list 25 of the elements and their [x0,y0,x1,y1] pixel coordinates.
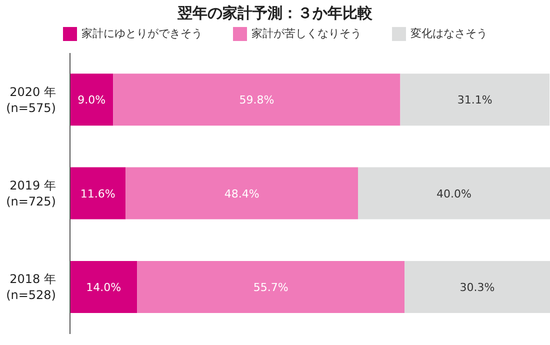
data-label: 9.0% [78,94,106,107]
bar [400,74,550,126]
chart-title: 翌年の家計予測：３か年比較 [176,4,374,24]
bar [358,167,550,220]
data-label: 40.0% [436,187,472,200]
bar [126,167,358,220]
y-tick-label: 2019 年 (n=725) [6,178,56,208]
data-label: 59.8% [239,94,274,107]
bar [70,74,114,126]
y-tick-label: 2020 年 (n=575) [6,84,56,115]
bar [113,74,400,126]
legend-label: 家計が苦しくなりそう [250,26,362,41]
data-label: 55.7% [253,280,288,294]
legend-label: 家計にゆとりができそう [80,26,202,41]
bar [70,167,126,220]
data-label: 31.1% [457,94,492,107]
data-label: 11.6% [80,187,116,200]
legend-label: 変化はなさそう [410,26,488,41]
bar [404,260,550,313]
bar [70,260,138,313]
y-tick-label: 2018 年 (n=528) [6,272,56,302]
data-label: 30.3% [460,280,495,294]
data-label: 48.4% [224,187,260,200]
data-label: 14.0% [86,280,122,294]
bar [137,260,405,313]
